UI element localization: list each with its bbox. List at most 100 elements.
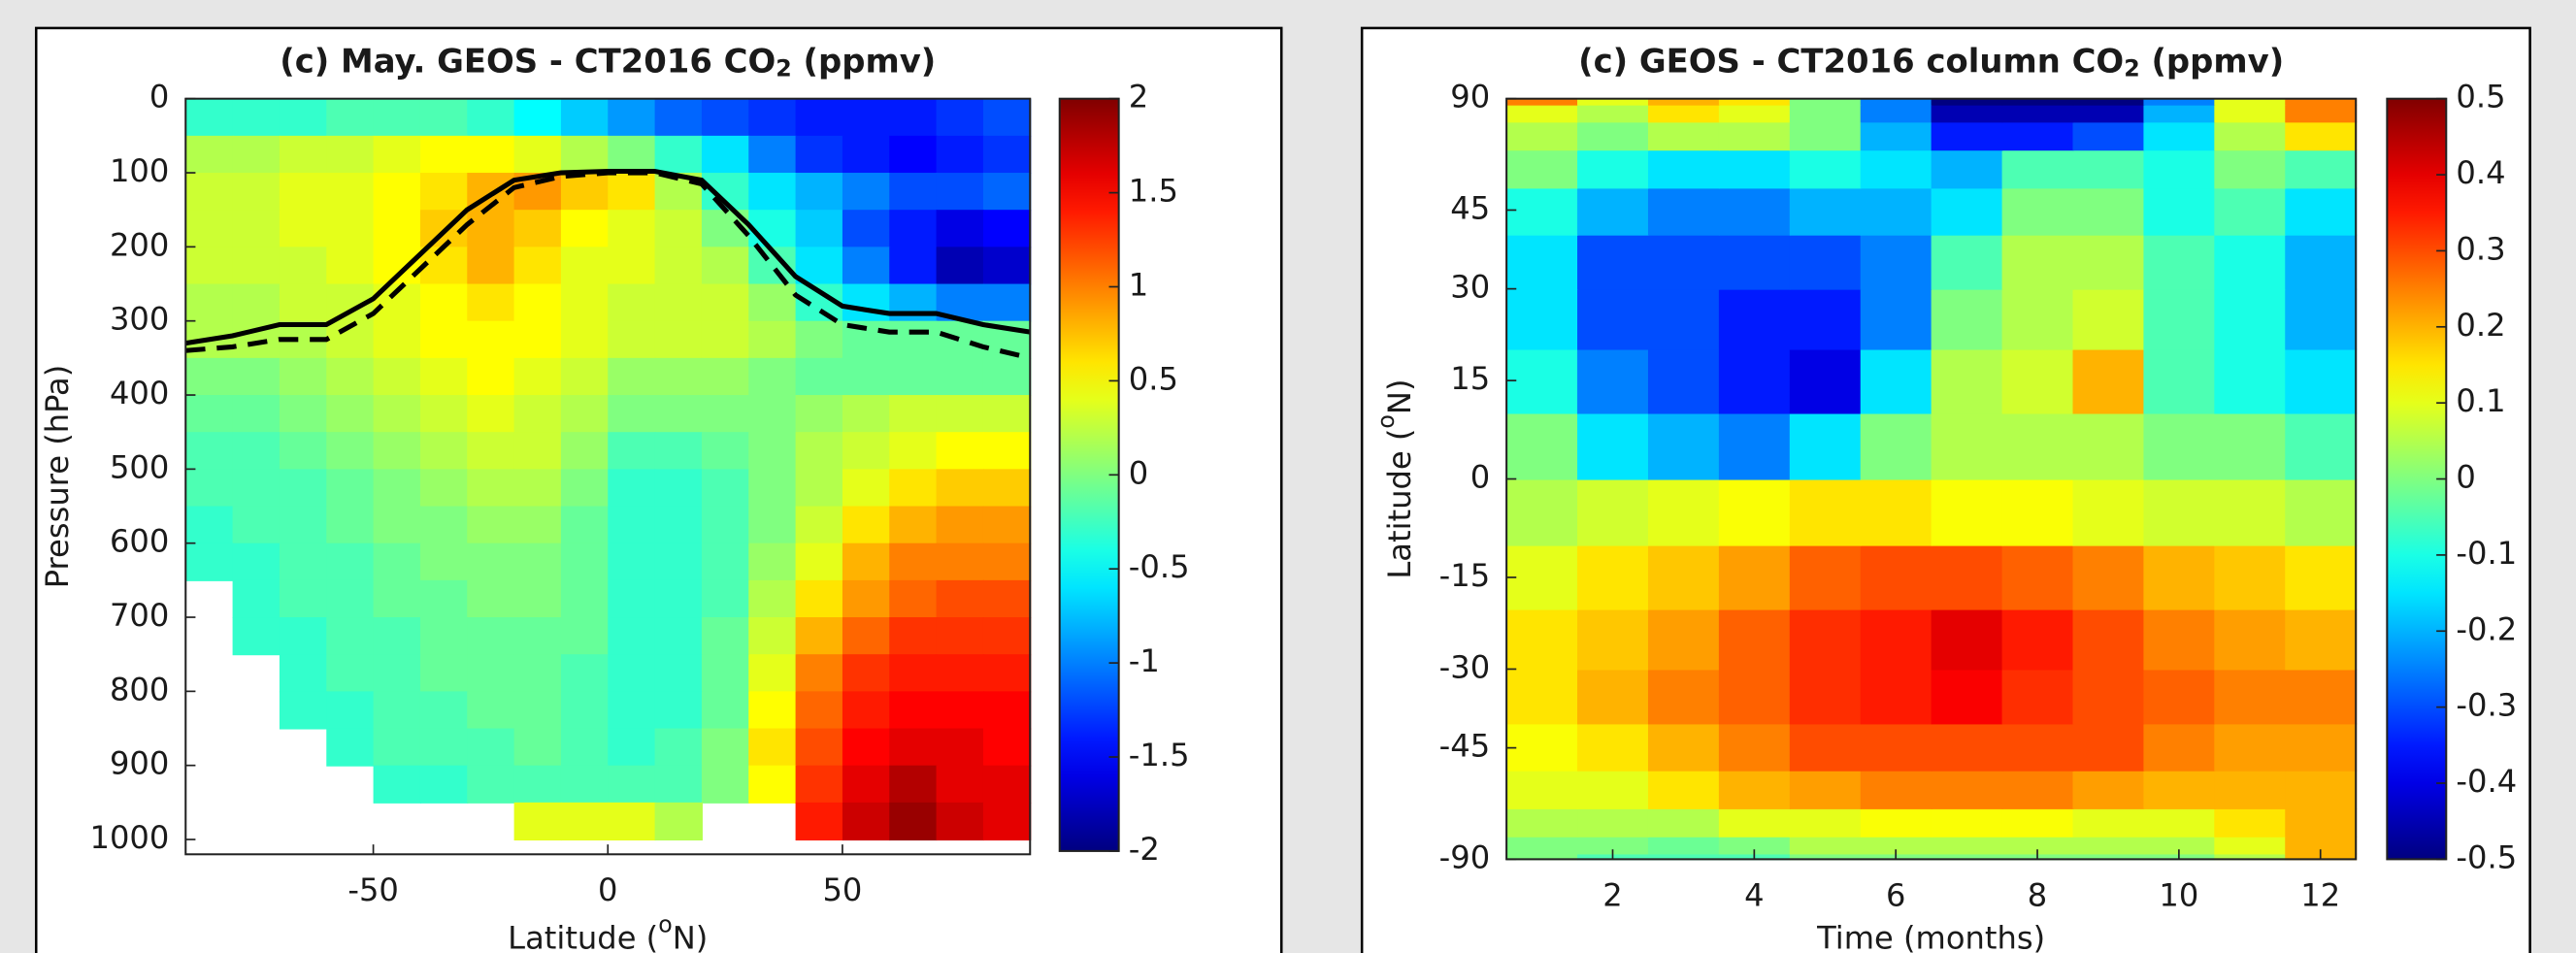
- heatmap-cell: [1789, 478, 1862, 546]
- heatmap-cell: [2143, 807, 2216, 838]
- heatmap-cell: [326, 246, 375, 285]
- heatmap-cell: [373, 654, 421, 693]
- heatmap-cell: [795, 246, 843, 285]
- heatmap-cell: [513, 210, 562, 248]
- heatmap-cell: [982, 98, 1032, 137]
- heatmap-cell: [373, 506, 421, 544]
- heatmap-cell: [889, 432, 938, 471]
- x-axis-label: Time (months): [1816, 919, 2045, 953]
- heatmap-cell: [1506, 187, 1579, 236]
- heatmap-cell: [419, 691, 469, 730]
- heatmap-cell: [2143, 187, 2216, 236]
- heatmap-cell: [795, 691, 843, 730]
- heatmap-cell: [1718, 149, 1791, 189]
- heatmap-cell: [279, 210, 328, 248]
- heatmap-cell: [232, 395, 281, 434]
- heatmap-cell: [701, 283, 750, 322]
- heatmap-cell: [560, 506, 610, 544]
- heatmap-cell: [2214, 770, 2287, 809]
- heatmap-cell: [2001, 187, 2074, 236]
- heatmap-cell: [982, 357, 1032, 397]
- heatmap-cell: [560, 579, 610, 619]
- heatmap-cell: [1718, 836, 1791, 855]
- heatmap-cell: [608, 691, 656, 730]
- heatmap-cell: [560, 210, 610, 248]
- heatmap-cell: [608, 802, 656, 841]
- heatmap-cell: [2214, 234, 2287, 290]
- heatmap-cell: [889, 283, 938, 322]
- heatmap-cell: [2214, 723, 2287, 772]
- heatmap-cell: [419, 357, 469, 397]
- heatmap-cell: [560, 246, 610, 285]
- heatmap-cell: [513, 135, 562, 175]
- heatmap-cell: [1577, 98, 1649, 106]
- heatmap-cell: [701, 765, 750, 804]
- heatmap-cell: [701, 135, 750, 175]
- heatmap-cell: [795, 395, 843, 434]
- heatmap-cell: [185, 210, 234, 248]
- heatmap-cell: [1931, 149, 2003, 189]
- heatmap-cell: [185, 432, 234, 471]
- heatmap-cell: [936, 802, 984, 841]
- heatmap-cell: [1718, 544, 1791, 610]
- heatmap-cell: [889, 246, 938, 285]
- heatmap-cell: [1860, 187, 1932, 236]
- heatmap-cell: [842, 98, 891, 137]
- heatmap-cell: [2285, 608, 2358, 671]
- heatmap-cell: [842, 542, 891, 581]
- heatmap-cell: [2143, 608, 2216, 671]
- heatmap-cell: [748, 617, 797, 656]
- heatmap-cell: [560, 802, 610, 841]
- heatmap-cell: [1577, 187, 1649, 236]
- heatmap-cell: [2072, 853, 2145, 861]
- heatmap-cell: [654, 283, 703, 322]
- heatmap-cell: [279, 579, 328, 619]
- heatmap-cell: [2143, 723, 2216, 772]
- heatmap-cell: [1647, 608, 1720, 671]
- heatmap-cell: [2285, 544, 2358, 610]
- heatmap-cell: [608, 395, 656, 434]
- heatmap-cell: [2001, 98, 2074, 106]
- y-tick-label: 900: [110, 745, 169, 782]
- contour-line: [185, 170, 1031, 361]
- heatmap-cell: [1506, 853, 1579, 861]
- heatmap-cell: [701, 617, 750, 656]
- colorbar-tick-label: 1: [1129, 267, 1148, 304]
- heatmap-cell: [2143, 770, 2216, 809]
- chart-title-part: (ppmv): [792, 42, 936, 80]
- heatmap-cell: [419, 617, 469, 656]
- heatmap-cell: [232, 506, 281, 544]
- heatmap-cell: [1789, 288, 1862, 350]
- heatmap-cell: [513, 802, 562, 841]
- heatmap-cell: [2072, 478, 2145, 546]
- colorbar-tick-label: -0.5: [1129, 548, 1190, 585]
- heatmap-cell: [795, 210, 843, 248]
- x-tick-label: 6: [1886, 876, 1905, 913]
- heatmap-cell: [419, 432, 469, 471]
- chart-title-part: (ppmv): [2140, 42, 2285, 80]
- heatmap-cell: [795, 542, 843, 581]
- heatmap-cell: [326, 432, 375, 471]
- heatmap-cell: [608, 173, 656, 212]
- heatmap-cell: [795, 802, 843, 841]
- heatmap-cell: [373, 173, 421, 212]
- heatmap-cell: [1789, 608, 1862, 671]
- heatmap-cell: [608, 469, 656, 508]
- heatmap-cell: [1577, 234, 1649, 290]
- heatmap-cell: [2001, 669, 2074, 725]
- heatmap-cell: [1931, 770, 2003, 809]
- heatmap-cell: [1506, 836, 1579, 855]
- heatmap-cell: [2143, 412, 2216, 480]
- heatmap-cell: [936, 542, 984, 581]
- heatmap-cell: [419, 654, 469, 693]
- heatmap-cell: [1647, 288, 1720, 350]
- heatmap-cell: [373, 617, 421, 656]
- heatmap-cell: [1577, 121, 1649, 151]
- heatmap-cell: [2072, 104, 2145, 123]
- heatmap-cell: [842, 728, 891, 767]
- y-axis-label: Pressure (hPa): [39, 365, 76, 589]
- heatmap-cell: [842, 617, 891, 656]
- heatmap-cell: [982, 395, 1032, 434]
- heatmap-cell: [889, 210, 938, 248]
